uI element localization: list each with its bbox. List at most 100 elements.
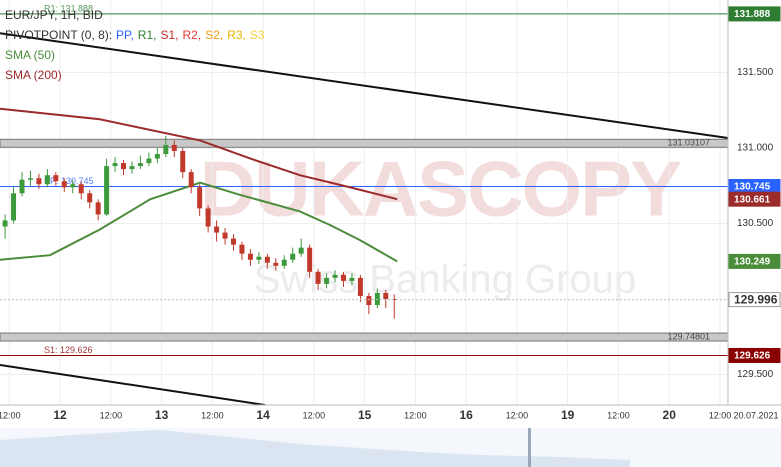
candle-body	[11, 193, 17, 221]
candle-body	[61, 181, 67, 188]
price-box-label: 130.249	[734, 257, 771, 268]
candle-body	[231, 238, 237, 245]
candle-body	[146, 158, 152, 164]
candle-body	[256, 256, 262, 260]
candle-body	[137, 163, 143, 167]
legend-pivot-item: S3	[250, 28, 265, 42]
candle-body	[332, 274, 338, 278]
x-tick-label: 12:00	[404, 410, 427, 420]
legend-pivot-item: R2,	[183, 28, 202, 42]
x-tick-label: 15	[358, 408, 372, 422]
price-box	[728, 191, 781, 207]
candle-body	[264, 256, 270, 263]
candle-body	[104, 166, 110, 215]
price-box	[728, 292, 781, 308]
x-tick-label: 12:00	[709, 410, 732, 420]
candle-body	[95, 202, 101, 215]
candle-body	[366, 295, 372, 306]
watermark: DUKASCOPY	[200, 145, 681, 233]
pivot-label: R1: 131.888	[44, 3, 93, 13]
candle-body	[188, 172, 194, 188]
candle-body	[239, 244, 245, 254]
candle-body	[70, 184, 76, 188]
legend-entry: SMA (50)	[5, 48, 55, 62]
legend-pivot-item: PP,	[116, 28, 134, 42]
x-tick-label: 12:00	[201, 410, 224, 420]
candle-body	[78, 184, 84, 194]
candle-body	[163, 144, 169, 155]
price-box-label: 130.745	[734, 182, 771, 193]
candle-body	[315, 271, 321, 284]
navigator-handle[interactable]	[528, 428, 531, 467]
price-box	[728, 253, 781, 269]
y-tick-label: 131.500	[737, 67, 774, 78]
candle-body	[180, 151, 186, 173]
y-tick-label: 130.500	[737, 218, 774, 229]
price-box-label: 129.626	[734, 351, 771, 362]
x-tick-label: 12:00	[303, 410, 326, 420]
x-tick-label: 16	[459, 408, 473, 422]
candle-body	[349, 277, 355, 281]
level-band	[0, 138, 728, 148]
candle-body	[112, 163, 118, 167]
price-box-label: 131.888	[734, 9, 771, 20]
candle-body	[53, 175, 59, 182]
candle-body	[383, 292, 389, 299]
price-box-label: 129.996	[734, 292, 778, 306]
legend-pivot-item: S2,	[205, 28, 223, 42]
candle-body	[2, 220, 8, 227]
legend-entry: SMA (200)	[5, 68, 62, 82]
candle-body	[171, 144, 177, 152]
candle-body	[44, 175, 50, 185]
navigator-area	[0, 430, 630, 467]
candle-body	[290, 253, 296, 260]
level-band	[0, 332, 728, 342]
x-tick-label: 14	[256, 408, 270, 422]
candle-body	[197, 187, 203, 209]
x-tick-label: 12:00	[607, 410, 630, 420]
trendline	[0, 32, 728, 140]
x-tick-label: 12:00	[506, 410, 529, 420]
sma-line	[0, 107, 398, 201]
candle-body	[214, 226, 220, 233]
candle-body	[19, 179, 25, 194]
candle-body	[391, 298, 397, 300]
x-tick-label: 12:00	[100, 410, 123, 420]
price-box-label: 130.661	[734, 194, 771, 205]
candle-body	[36, 178, 42, 185]
pivot-label: PP: 130.745	[44, 176, 94, 186]
candle-body	[307, 247, 313, 272]
legend-pivot-title: PIVOTPOINT (0, 8):	[5, 28, 112, 42]
x-tick-label: 19	[561, 408, 575, 422]
price-box	[728, 347, 781, 363]
candle-body	[374, 292, 380, 306]
x-tick-label: 20	[663, 408, 677, 422]
candle-body	[121, 163, 127, 170]
price-box	[728, 6, 781, 22]
candle-body	[87, 193, 93, 203]
candle-body	[357, 277, 363, 296]
legend-pivot-item: R1,	[138, 28, 157, 42]
x-tick-label: 13	[155, 408, 169, 422]
candle-body	[340, 274, 346, 281]
x-axis-date: 20.07.2021	[733, 410, 778, 420]
legend-title: EUR/JPY, 1H, BID	[5, 8, 103, 22]
candle-body	[281, 259, 287, 266]
candle-body	[298, 247, 304, 254]
pivot-label: S1: 129.626	[44, 345, 93, 355]
legend-pivot-item: R3,	[227, 28, 246, 42]
candle-body	[129, 166, 135, 170]
level-band-label: 129.74801	[667, 331, 710, 341]
level-band-label: 131.03107	[667, 138, 710, 148]
candle-body	[154, 154, 160, 159]
legend-pivot-item: S1,	[160, 28, 178, 42]
candle-body	[247, 253, 253, 260]
sma-line	[0, 181, 398, 263]
legend-pivot-items: PP, R1, S1, R2, S2, R3, S3	[116, 28, 265, 42]
candle-body	[27, 178, 33, 180]
trendline	[0, 363, 265, 405]
x-tick-label: 12	[53, 408, 67, 422]
